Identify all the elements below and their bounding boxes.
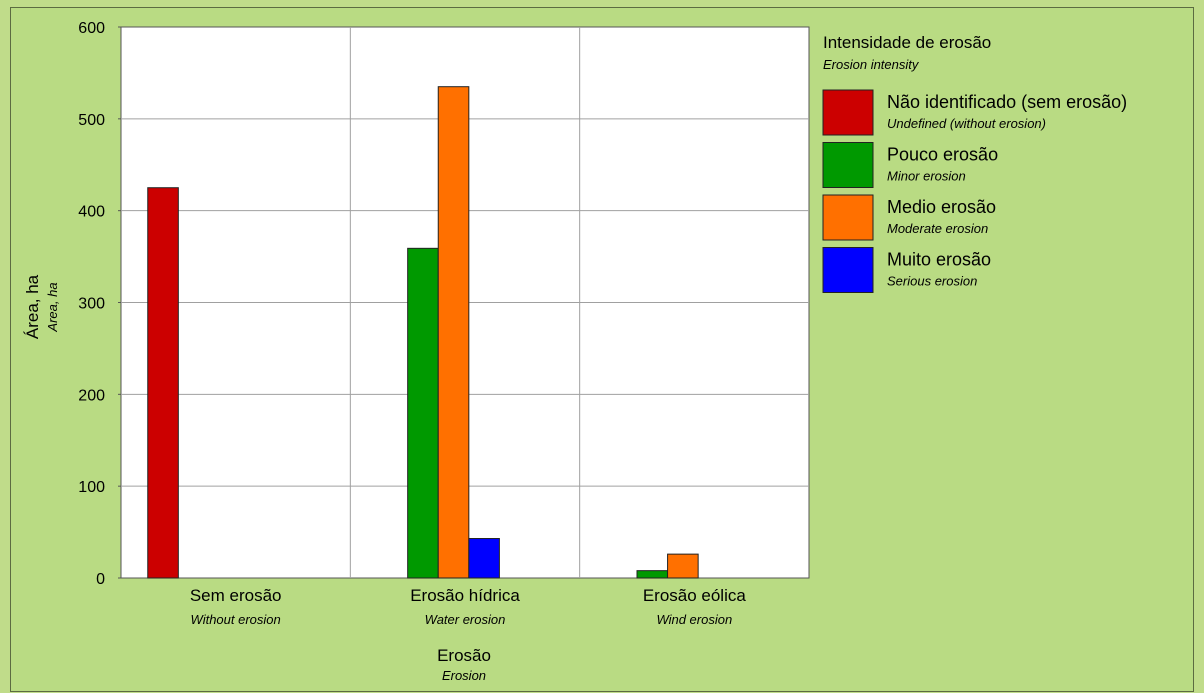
x-tick-label-en: Without erosion [191, 612, 281, 627]
x-axis-label: Erosão [437, 646, 491, 665]
x-tick-label: Erosão eólica [643, 586, 747, 605]
bars [147, 86, 699, 579]
y-tick-labels: 0 100 200 300 400 500 600 [78, 20, 121, 588]
bar [468, 538, 500, 579]
legend-swatch [822, 89, 874, 136]
legend-swatch [822, 194, 874, 241]
y-tick-label: 100 [78, 479, 105, 496]
x-axis-label-en: Erosion [442, 668, 486, 683]
y-axis-label-en: Area, ha [45, 282, 60, 332]
y-tick-label: 500 [78, 112, 105, 129]
legend-title: Intensidade de erosão [823, 33, 991, 52]
legend: Não identificado (sem erosão) Undefined (… [822, 89, 1127, 293]
legend-label: Pouco erosão [887, 145, 998, 165]
legend-subtitle: Erosion intensity [823, 57, 920, 72]
legend-label-en: Moderate erosion [887, 221, 988, 236]
y-tick-label: 400 [78, 204, 105, 221]
legend-swatch [822, 142, 874, 188]
bar [667, 553, 699, 579]
bar [407, 247, 439, 579]
y-axis-label: Área, ha [23, 274, 42, 339]
y-tick-label: 200 [78, 387, 105, 404]
legend-label: Muito erosão [887, 250, 991, 270]
y-tick-label: 0 [96, 571, 105, 588]
x-tick-label: Erosão hídrica [410, 586, 520, 605]
legend-label: Medio erosão [887, 197, 996, 217]
y-tick-label: 300 [78, 296, 105, 313]
legend-swatch [822, 247, 874, 293]
bar [147, 187, 179, 579]
x-tick-label-en: Wind erosion [656, 612, 732, 627]
y-tick-label: 600 [78, 20, 105, 37]
x-tick-label-en: Water erosion [425, 612, 506, 627]
x-tick-label: Sem erosão [190, 586, 282, 605]
legend-label-en: Undefined (without erosion) [887, 116, 1046, 131]
legend-label-en: Minor erosion [887, 169, 966, 184]
legend-label-en: Serious erosion [887, 274, 977, 289]
chart: 0 100 200 300 400 500 600 Sem erosão Without er… [23, 20, 1127, 683]
chart-frame: 0 100 200 300 400 500 600 Sem erosão Without er… [10, 7, 1194, 692]
legend-label: Não identificado (sem erosão) [887, 92, 1127, 112]
x-tick-labels: Sem erosão Without erosion Erosão hídrica W… [190, 586, 747, 627]
bar [437, 86, 470, 579]
bar [636, 570, 669, 579]
